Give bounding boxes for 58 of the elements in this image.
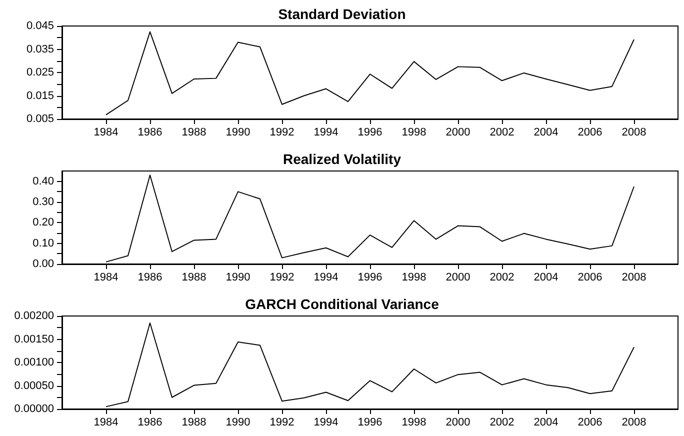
x-tick-label: 1996 <box>358 416 382 428</box>
y-tick-label: 0.005 <box>26 113 54 125</box>
y-tick-label: 0.40 <box>32 175 54 188</box>
x-tick-label: 1992 <box>270 416 294 428</box>
x-tick-label: 1998 <box>402 416 426 428</box>
chart-title: GARCH Conditional Variance <box>245 296 440 312</box>
y-tick-label: 0.00100 <box>14 356 54 368</box>
x-tick-label: 1994 <box>314 272 338 284</box>
x-tick-label: 1984 <box>94 126 118 138</box>
x-tick-label: 1990 <box>226 272 250 284</box>
x-tick-label: 2002 <box>490 272 514 284</box>
x-tick-label: 2004 <box>534 272 558 284</box>
y-tick-label: 0.00200 <box>14 310 54 322</box>
y-tick-label: 0.00150 <box>14 333 54 346</box>
x-tick-label: 1998 <box>402 272 426 284</box>
x-tick-label: 2008 <box>622 126 646 138</box>
x-tick-label: 2000 <box>446 126 470 138</box>
x-tick-label: 2008 <box>622 416 646 428</box>
chart-title: Realized Volatility <box>283 151 402 167</box>
chart-title: Standard Deviation <box>278 6 406 22</box>
x-tick-label: 2000 <box>446 272 470 284</box>
y-tick-label: 0.00000 <box>14 403 54 415</box>
y-tick-label: 0.045 <box>26 20 54 32</box>
x-tick-label: 2002 <box>490 416 514 428</box>
y-tick-label: 0.30 <box>32 196 54 208</box>
y-tick-label: 0.10 <box>32 237 54 250</box>
x-tick-label: 1988 <box>182 416 206 428</box>
x-tick-label: 1986 <box>138 416 162 428</box>
y-tick-label: 0.035 <box>26 43 54 56</box>
x-tick-label: 2004 <box>534 126 558 138</box>
x-tick-label: 2004 <box>534 416 558 428</box>
x-tick-label: 1990 <box>226 416 250 428</box>
y-tick-label: 0.00 <box>32 258 54 270</box>
x-tick-label: 1986 <box>138 126 162 138</box>
x-tick-label: 1996 <box>358 272 382 284</box>
x-tick-label: 1998 <box>402 126 426 138</box>
x-tick-label: 2006 <box>578 126 602 138</box>
x-tick-label: 2002 <box>490 126 514 138</box>
y-tick-label: 0.015 <box>26 90 54 102</box>
x-tick-label: 2008 <box>622 272 646 284</box>
x-tick-label: 1994 <box>314 126 338 138</box>
x-tick-label: 2000 <box>446 416 470 428</box>
x-tick-label: 1992 <box>270 126 294 138</box>
y-tick-label: 0.00050 <box>14 380 54 392</box>
y-tick-label: 0.025 <box>26 66 54 78</box>
x-tick-label: 1990 <box>226 126 250 138</box>
x-tick-label: 1984 <box>94 416 118 428</box>
x-tick-label: 1996 <box>358 126 382 138</box>
x-tick-label: 1984 <box>94 272 118 284</box>
x-tick-label: 2006 <box>578 272 602 284</box>
y-tick-label: 0.20 <box>32 216 54 229</box>
x-tick-label: 1994 <box>314 416 338 428</box>
x-tick-label: 1988 <box>182 126 206 138</box>
x-tick-label: 1988 <box>182 272 206 284</box>
x-tick-label: 1992 <box>270 272 294 284</box>
line-series <box>106 31 634 116</box>
x-tick-label: 2006 <box>578 416 602 428</box>
x-tick-label: 1986 <box>138 272 162 284</box>
